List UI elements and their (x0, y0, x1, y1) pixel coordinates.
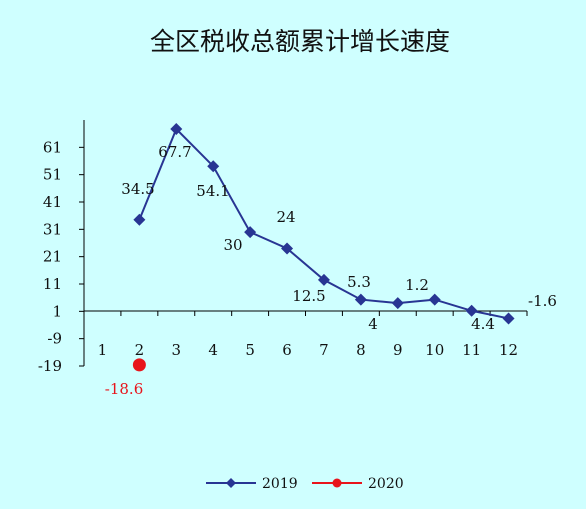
y-tick-label: 21 (43, 248, 62, 266)
series-2019-data-label: 67.7 (158, 143, 191, 161)
series-2020-data-label: -18.6 (105, 380, 143, 398)
x-tick-label: 2 (135, 341, 145, 359)
y-tick-label: -9 (47, 330, 62, 348)
series-2019-data-label: 54.1 (196, 182, 229, 200)
x-tick-label: 11 (462, 341, 481, 359)
legend-2020-label: 2020 (368, 476, 404, 492)
x-tick-label: 1 (98, 341, 108, 359)
y-tick-label: 61 (43, 138, 62, 156)
series-2019-point (391, 297, 404, 310)
series-2019-data-label: 5.3 (347, 273, 371, 291)
series-2019-point (465, 304, 478, 317)
series-2019-data-label: 4 (368, 315, 378, 333)
series-2019-data-label: 34.5 (121, 180, 154, 198)
marks (132, 123, 515, 372)
series-2019-point (317, 273, 330, 286)
series-2019-data-label: 4.4 (471, 315, 495, 333)
x-tick-label: 3 (172, 341, 182, 359)
x-tick-label: 6 (282, 341, 292, 359)
series-2019-point (244, 226, 257, 239)
x-tick-label: 9 (393, 341, 403, 359)
x-tick-label: 10 (425, 341, 444, 359)
series-2019-point (354, 293, 367, 306)
series-2019-point (170, 123, 183, 136)
chart-title: 全区税收总额累计增长速度 (150, 27, 450, 56)
y-tick-label: 41 (43, 193, 62, 211)
series-2019-data-label: -1.6 (528, 292, 557, 310)
x-tick-label: 4 (208, 341, 218, 359)
series-2019-data-label: 12.5 (292, 287, 325, 305)
series-2019-data-label: 30 (223, 236, 242, 254)
series-2019-data-label: 24 (276, 208, 295, 226)
series-2019-point (502, 312, 515, 325)
series-2020-point (132, 358, 146, 372)
x-tick-label: 8 (356, 341, 366, 359)
series-2019-point (428, 293, 441, 306)
y-tick-label: 51 (43, 166, 62, 184)
y-tick-label: 1 (52, 302, 62, 320)
y-tick-label: 11 (43, 275, 62, 293)
series-2019-point (281, 242, 294, 255)
legend-2020-marker (332, 478, 342, 488)
x-tick-label: 5 (245, 341, 255, 359)
series-2019-point (133, 213, 146, 226)
x-tick-label: 12 (499, 341, 518, 359)
y-tick-label: 31 (43, 220, 62, 238)
legend-2019-label: 2019 (262, 476, 298, 492)
legend-2019-marker (226, 478, 236, 488)
series-2019-data-label: 1.2 (405, 276, 429, 294)
series-2019-point (207, 160, 220, 173)
y-tick-label: -19 (38, 357, 62, 375)
legend: 2019 2020 (206, 476, 404, 492)
x-tick-label: 7 (319, 341, 329, 359)
